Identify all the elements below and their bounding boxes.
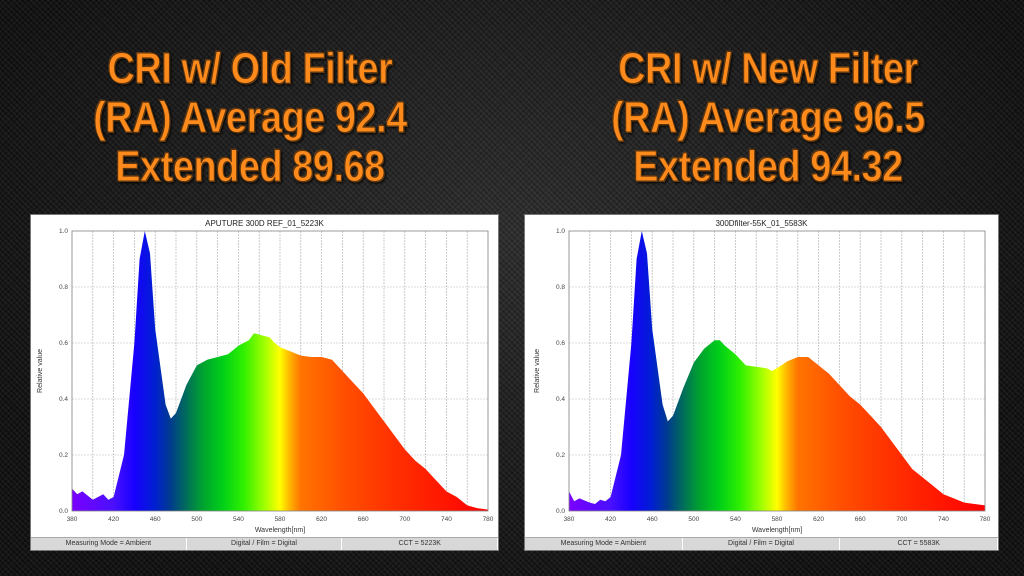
x-tick-label: 700 [896,516,907,523]
x-tick-label: 660 [855,516,866,523]
spectrum-area [569,231,985,511]
x-tick-label: 380 [564,516,575,523]
cct-value: CCT = 5223K [342,538,499,550]
x-tick-label: 700 [399,516,410,523]
x-tick-label: 620 [316,516,327,523]
y-tick-label: 0.4 [556,396,565,403]
y-tick-label: 0.2 [556,452,565,459]
y-tick-label: 0.0 [59,508,68,515]
headline-line: CRI w/ New Filter [618,44,919,94]
headline-line: Extended 89.68 [115,142,386,192]
x-tick-label: 420 [605,516,616,523]
headline-old-filter: CRI w/ Old Filter (RA) Average 92.4 Exte… [0,44,500,192]
x-tick-label: 660 [358,516,369,523]
chart-title: 300Dfilter-55K_01_5583K [715,219,808,228]
headline-line: (RA) Average 92.4 [93,93,408,143]
chart-title: APUTURE 300D REF_01_5223K [205,219,324,228]
headline-new-filter: CRI w/ New Filter (RA) Average 96.5 Exte… [518,44,1018,192]
y-tick-label: 1.0 [59,228,68,235]
x-axis-label: Wavelength[nm] [255,527,305,534]
x-tick-label: 500 [191,516,202,523]
y-tick-label: 0.8 [59,284,68,291]
spectrum-chart-new: 300Dfilter-55K_01_5583K 380 420 460 500 540 58… [524,214,999,551]
headline-line: Extended 94.32 [633,142,904,192]
x-tick-label: 420 [108,516,119,523]
measuring-mode: Measuring Mode = Ambient [31,538,187,550]
x-tick-label: 540 [730,516,741,523]
chart-svg: 300Dfilter-55K_01_5583K 380 420 460 500 540 58… [534,219,991,534]
y-tick-label: 0.6 [59,340,68,347]
plot-frame [71,230,489,512]
x-tick-label: 540 [233,516,244,523]
y-tick-label: 1.0 [556,228,565,235]
x-tick-label: 460 [647,516,658,523]
digital-film: Digital / Film = Digital [683,538,841,550]
status-footer: Measuring Mode = Ambient Digital / Film … [31,537,499,550]
y-tick-label: 0.8 [556,284,565,291]
chart-svg: APUTURE 300D REF_01_5223K 380 420 460 500 540… [37,219,494,534]
headline-line: (RA) Average 96.5 [611,93,926,143]
x-tick-label: 460 [150,516,161,523]
x-tick-label: 620 [813,516,824,523]
y-tick-label: 0.2 [59,452,68,459]
status-footer: Measuring Mode = Ambient Digital / Film … [525,537,999,550]
y-axis-label: Relative value [37,349,44,393]
y-axis-label: Relative value [534,349,541,393]
x-axis-label: Wavelength[nm] [752,527,802,534]
plot-frame [568,230,986,512]
spectrum-chart-old: APUTURE 300D REF_01_5223K 380 420 460 500 540… [30,214,499,551]
x-tick-label: 740 [441,516,452,523]
headline-line: CRI w/ Old Filter [107,44,393,94]
measuring-mode: Measuring Mode = Ambient [525,538,683,550]
y-tick-label: 0.6 [556,340,565,347]
y-tick-label: 0.4 [59,396,68,403]
cct-value: CCT = 5583K [840,538,999,550]
x-tick-label: 780 [483,516,494,523]
x-tick-label: 500 [688,516,699,523]
digital-film: Digital / Film = Digital [187,538,343,550]
x-tick-label: 580 [275,516,286,523]
x-tick-label: 780 [980,516,991,523]
x-tick-label: 580 [772,516,783,523]
spectrum-area [72,231,488,511]
y-tick-label: 0.0 [556,508,565,515]
x-tick-label: 740 [938,516,949,523]
x-tick-label: 380 [67,516,78,523]
